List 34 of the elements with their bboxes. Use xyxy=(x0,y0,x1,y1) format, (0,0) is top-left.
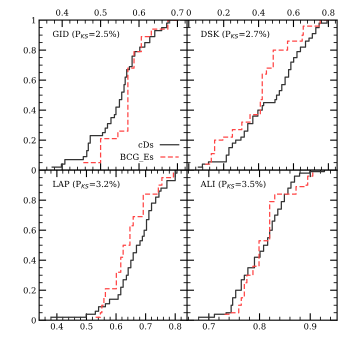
x-tick-label: 0.6 xyxy=(110,323,122,330)
y-tick-label: 0.6 xyxy=(24,227,36,234)
annotation: GID (P$_{KS}$=2.5%) xyxy=(52,30,120,38)
y-tick-label: 0.4 xyxy=(24,107,36,114)
x-tick-label: 0.7 xyxy=(140,323,152,330)
x-tick-label: 0.4 xyxy=(252,9,265,16)
y-tick-label: 0.8 xyxy=(24,197,36,204)
annotation: ALI (P$_{KS}$=3.5%) xyxy=(200,180,266,188)
annotation: DSK (P$_{KS}$=2.7%) xyxy=(201,30,270,38)
y-tick-label: 0.2 xyxy=(24,137,36,144)
y-tick-label: 0.6 xyxy=(24,77,36,84)
x-tick-label: 0.8 xyxy=(169,323,182,330)
x-tick-label: 0.5 xyxy=(94,9,107,16)
legend-label: cDs xyxy=(138,142,154,148)
annotation: LAP (P$_{KS}$=3.2%) xyxy=(52,180,120,188)
y-tick-label: 0.8 xyxy=(24,47,36,54)
y-tick-label: 0.4 xyxy=(24,257,36,264)
x-tick-label: 0.5 xyxy=(80,323,92,330)
x-tick-label: 0.7 xyxy=(202,323,215,330)
y-tick-label: 1 xyxy=(32,17,36,24)
x-tick-label: 0.9 xyxy=(304,323,316,330)
x-tick-label: 0.7 xyxy=(171,9,184,16)
x-tick-label: 0.6 xyxy=(132,9,146,16)
x-tick-label: 0.2 xyxy=(218,9,230,16)
legend-label: BCG_Es xyxy=(120,154,154,162)
x-tick-label: 0.8 xyxy=(253,323,266,330)
x-tick-label: 0.4 xyxy=(50,323,64,330)
x-tick-label: 0.4 xyxy=(56,9,68,16)
y-tick-label: 0 xyxy=(32,167,36,174)
x-tick-label: 0.6 xyxy=(287,9,300,16)
y-tick-label: 0.2 xyxy=(24,287,36,294)
x-tick-label: 0 xyxy=(186,9,191,16)
y-tick-label: 0 xyxy=(32,317,36,324)
x-tick-label: 0.8 xyxy=(322,9,334,16)
